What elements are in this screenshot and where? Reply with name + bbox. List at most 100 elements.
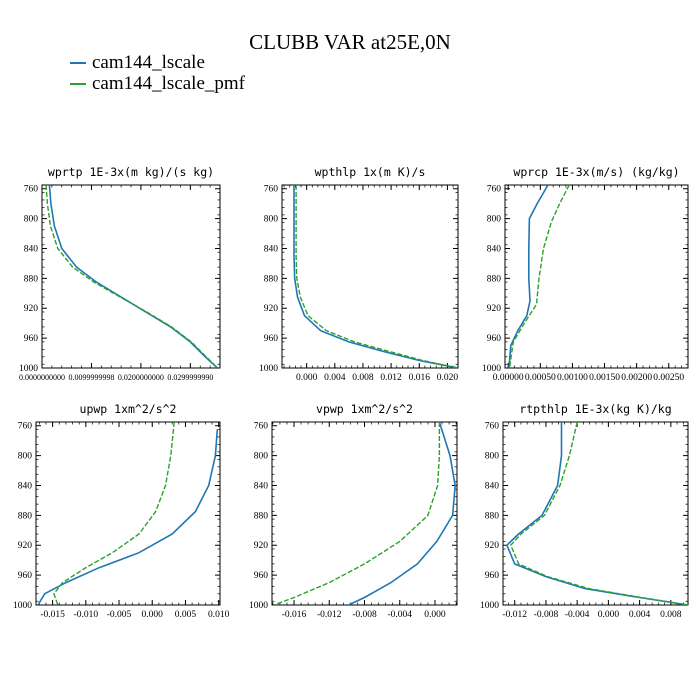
- y-tick-label: 1000: [19, 364, 38, 374]
- y-tick-label: 800: [485, 452, 500, 462]
- x-tick-label: 0.000: [598, 610, 620, 620]
- y-tick-label: 880: [18, 511, 33, 521]
- plot-frame: [281, 184, 459, 369]
- y-tick-label: 840: [254, 481, 269, 491]
- x-tick-label: 0.0000000000: [19, 373, 65, 382]
- y-tick-label: 760: [24, 185, 39, 195]
- x-tick-label: -0.012: [502, 610, 527, 620]
- chart-title-1: wprtp 1E-3x(m kg)/(s kg): [48, 165, 214, 179]
- x-tick-label: 0.000: [424, 610, 446, 620]
- legend-label-2: cam144_lscale_pmf: [92, 73, 246, 94]
- y-tick-label: 880: [487, 274, 502, 284]
- x-tick-label: -0.012: [317, 610, 342, 620]
- y-tick-label: 960: [24, 334, 39, 344]
- x-tick-label: -0.016: [282, 610, 307, 620]
- y-tick-label: 920: [487, 304, 502, 314]
- x-tick-label: 0.012: [380, 373, 402, 383]
- series-line-cam144_lscale_pmf: [273, 422, 441, 605]
- y-tick-label: 1000: [482, 364, 501, 374]
- series-line-cam144_lscale_pmf: [509, 422, 688, 605]
- y-tick-label: 800: [18, 452, 33, 462]
- series-line-cam144_lscale_pmf: [45, 185, 218, 368]
- plot-frame: [41, 184, 221, 369]
- y-tick-label: 880: [24, 274, 39, 284]
- x-tick-label: 0.016: [409, 373, 431, 383]
- legend-item-2: cam144_lscale_pmf: [70, 73, 245, 94]
- y-tick-label: 840: [485, 481, 500, 491]
- x-tick-label: 0.008: [352, 373, 374, 383]
- series-line-cam144_lscale_pmf: [508, 185, 570, 368]
- legend-item-1: cam144_lscale: [70, 52, 245, 73]
- x-tick-label: -0.008: [352, 610, 377, 620]
- y-tick-label: 1000: [13, 601, 32, 611]
- x-tick-label: -0.010: [74, 610, 99, 620]
- series-line-cam144_lscale: [48, 185, 219, 368]
- y-tick-label: 920: [254, 541, 269, 551]
- chart-title-3: wprcp 1E-3x(m/s) (kg/kg): [513, 165, 679, 179]
- y-tick-label: 1000: [480, 601, 499, 611]
- chart-panel-6: rtpthlp 1E-3x(kg K)/kg 760 800 840 880 920 960…: [480, 402, 689, 620]
- x-tick-label: 0.000: [296, 373, 318, 383]
- chart-title-4: upwp 1xm^2/s^2: [80, 402, 177, 416]
- chart-panel-5: vpwp 1xm^2/s^2 760 800 840 880 920 960 1000 -0.0…: [249, 402, 458, 620]
- legend: cam144_lscale cam144_lscale_pmf: [70, 52, 245, 94]
- series-line-cam144_lscale: [293, 185, 458, 368]
- y-tick-label: 800: [487, 215, 502, 225]
- x-tick-label: 0.0099999998: [68, 373, 114, 382]
- y-tick-label: 800: [24, 215, 39, 225]
- x-tick-label: -0.008: [534, 610, 559, 620]
- x-tick-label: 0.00250: [653, 373, 684, 383]
- y-tick-label: 840: [487, 244, 502, 254]
- y-tick-label: 960: [485, 571, 500, 581]
- y-tick-label: 760: [485, 422, 500, 432]
- series-line-cam144_lscale: [508, 185, 549, 368]
- y-tick-label: 760: [264, 185, 279, 195]
- y-tick-label: 840: [18, 481, 33, 491]
- y-tick-label: 960: [264, 334, 279, 344]
- x-tick-label: 0.004: [629, 610, 651, 620]
- series-line-cam144_lscale_pmf: [295, 185, 458, 368]
- chart-title-6: rtpthlp 1E-3x(kg K)/kg: [519, 402, 671, 416]
- chart-panel-1: wprtp 1E-3x(m kg)/(s kg) 760 800 840 880 920 9…: [19, 165, 221, 382]
- x-tick-label: -0.005: [107, 610, 132, 620]
- chart-panel-4: upwp 1xm^2/s^2 760 800 840 880 920 960 1000 -0.0…: [13, 402, 230, 620]
- x-tick-label: 0.00000: [493, 373, 524, 383]
- y-tick-label: 760: [18, 422, 33, 432]
- x-tick-label: 0.0299999990: [167, 373, 213, 382]
- series-line-cam144_lscale: [348, 422, 457, 605]
- y-tick-label: 960: [487, 334, 502, 344]
- chart-title-5: vpwp 1xm^2/s^2: [316, 402, 413, 416]
- x-tick-label: 0.000: [142, 610, 164, 620]
- x-tick-label: 0.020: [437, 373, 459, 383]
- y-tick-label: 960: [18, 571, 33, 581]
- x-tick-label: 0.010: [208, 610, 230, 620]
- legend-label-1: cam144_lscale: [92, 52, 205, 73]
- chart-panel-2: wpthlp 1x(m K)/s 760 800 840 880 920 960 1000 0.…: [259, 165, 459, 383]
- x-tick-label: 0.00050: [525, 373, 556, 383]
- page-title: CLUBB VAR at25E,0N: [249, 30, 451, 54]
- x-tick-label: 0.008: [660, 610, 682, 620]
- legend-swatch-2: [70, 82, 86, 85]
- chart-title-2: wpthlp 1x(m K)/s: [315, 165, 426, 179]
- x-tick-label: 0.00200: [621, 373, 652, 383]
- x-tick-label: 0.004: [324, 373, 346, 383]
- series-line-cam144_lscale_pmf: [53, 422, 175, 605]
- x-tick-label: 0.005: [175, 610, 197, 620]
- series-line-cam144_lscale: [37, 429, 219, 605]
- y-tick-label: 1000: [259, 364, 278, 374]
- y-tick-label: 800: [264, 215, 279, 225]
- y-tick-label: 920: [485, 541, 500, 551]
- y-tick-label: 920: [24, 304, 39, 314]
- y-tick-label: 760: [254, 422, 269, 432]
- y-tick-label: 760: [487, 185, 502, 195]
- x-tick-label: 0.0200000000: [118, 373, 164, 382]
- plot-frame: [35, 421, 221, 606]
- x-tick-label: -0.004: [387, 610, 412, 620]
- y-tick-label: 880: [485, 511, 500, 521]
- x-tick-label: -0.015: [40, 610, 65, 620]
- chart-panel-3: wprcp 1E-3x(m/s) (kg/kg) 760 800 840 880 920 9…: [482, 165, 689, 383]
- y-tick-label: 800: [254, 452, 269, 462]
- y-tick-label: 880: [254, 511, 269, 521]
- y-tick-label: 840: [264, 244, 279, 254]
